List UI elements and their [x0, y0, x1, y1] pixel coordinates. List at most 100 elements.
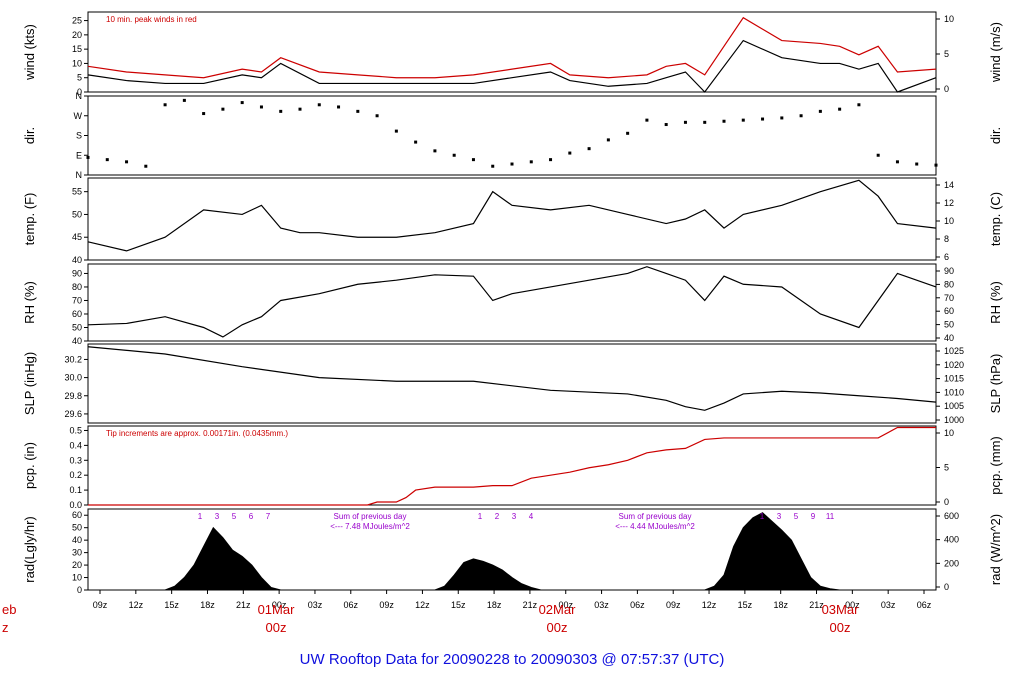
right-tick-label-rh: 90	[944, 266, 954, 276]
left-axis-label-wind: wind (kts)	[22, 24, 37, 81]
point-dir	[761, 117, 765, 121]
x-tick-label: 03z	[881, 600, 896, 610]
left-tick-label-slp: 29.8	[64, 391, 82, 401]
point-dir	[857, 103, 861, 107]
x-tick-label: 12z	[129, 600, 144, 610]
point-dir	[683, 120, 687, 124]
point-dir	[433, 149, 437, 153]
day-label-date: 01Mar	[258, 602, 296, 617]
line-pcp-0	[88, 426, 936, 506]
right-tick-label-temp: 14	[944, 180, 954, 190]
point-dir	[240, 101, 244, 105]
point-dir	[876, 153, 880, 157]
right-tick-label-rh: 60	[944, 306, 954, 316]
point-dir	[105, 158, 109, 162]
point-dir	[279, 109, 283, 113]
x-tick-label: 06z	[917, 600, 932, 610]
day-label-hour: 00z	[266, 620, 287, 635]
right-tick-label-slp: 1025	[944, 346, 964, 356]
left-tick-label-dir: E	[76, 150, 82, 160]
line-wind-1	[87, 39, 937, 93]
annotation-rad-line2: <--- 7.48 MJoules/m^2	[330, 522, 410, 531]
annotation-rad-line1: Sum of previous day	[619, 512, 692, 521]
left-tick-label-dir: W	[74, 111, 83, 121]
point-dir	[664, 123, 668, 127]
left-tick-label-pcp: 0.2	[69, 470, 82, 480]
right-tick-label-temp: 10	[944, 216, 954, 226]
point-dir	[722, 119, 726, 123]
point-dir	[895, 160, 899, 164]
point-dir	[182, 98, 186, 102]
hour-mark: 3	[512, 512, 517, 521]
right-axis-label-dir: dir.	[988, 127, 1003, 144]
panel-frame-temp	[87, 177, 937, 261]
x-tick-label: 18z	[773, 600, 788, 610]
x-tick-label: 12z	[702, 600, 717, 610]
day-label-date: 03Mar	[822, 602, 860, 617]
right-tick-label-wind: 10	[944, 14, 954, 24]
hour-mark: 5	[794, 512, 799, 521]
right-axis-label-rh: RH (%)	[988, 281, 1003, 324]
right-tick-label-rh: 80	[944, 279, 954, 289]
left-tick-label-slp: 30.0	[64, 373, 82, 383]
right-tick-label-rad: 0	[944, 582, 949, 592]
left-tick-label-wind: 15	[72, 44, 82, 54]
point-dir	[799, 114, 803, 118]
right-tick-label-slp: 1015	[944, 374, 964, 384]
x-tick-label: 03z	[594, 600, 609, 610]
x-tick-label: 12z	[415, 600, 430, 610]
day-label-hour: 00z	[830, 620, 851, 635]
panel-frame-pcp	[87, 425, 937, 506]
x-tick-label: 09z	[379, 600, 394, 610]
point-dir	[337, 105, 341, 109]
left-tick-label-rad: 60	[72, 510, 82, 520]
right-tick-label-rad: 400	[944, 535, 959, 545]
x-tick-label: 09z	[93, 600, 108, 610]
right-tick-label-rh: 50	[944, 320, 954, 330]
right-tick-label-temp: 12	[944, 198, 954, 208]
point-dir	[606, 138, 610, 142]
hour-mark: 11	[826, 512, 835, 521]
left-tick-label-rad: 10	[72, 573, 82, 583]
right-tick-label-slp: 1000	[944, 415, 964, 425]
line-temp-0	[87, 179, 937, 252]
point-dir	[414, 140, 418, 144]
left-tick-label-pcp: 0.4	[69, 440, 82, 450]
left-tick-label-rh: 80	[72, 282, 82, 292]
right-tick-label-pcp: 10	[944, 428, 954, 438]
annotation-wind: 10 min. peak winds in red	[106, 15, 197, 24]
x-tick-label: 06z	[630, 600, 645, 610]
right-axis-label-temp: temp. (C)	[988, 192, 1003, 246]
right-tick-label-slp: 1020	[944, 360, 964, 370]
hour-mark: 3	[777, 512, 782, 521]
panel-frame-wind	[87, 11, 937, 93]
left-tick-label-wind: 25	[72, 16, 82, 26]
point-dir	[587, 147, 591, 151]
x-tick-label: 18z	[487, 600, 502, 610]
left-axis-label-rad: rad(Lgly/hr)	[22, 516, 37, 582]
left-axis-label-pcp: pcp. (in)	[22, 442, 37, 489]
x-tick-label: 00z	[845, 600, 860, 610]
line-rh-0	[87, 266, 937, 338]
left-tick-label-wind: 20	[72, 30, 82, 40]
point-dir	[202, 112, 206, 116]
left-tick-label-temp: 50	[72, 209, 82, 219]
point-dir	[394, 129, 398, 133]
left-tick-label-dir: N	[76, 170, 83, 180]
hour-mark: 1	[478, 512, 483, 521]
left-tick-label-rad: 40	[72, 535, 82, 545]
annotation-rad-line2: <--- 4.44 MJoules/m^2	[615, 522, 695, 531]
left-tick-label-temp: 55	[72, 187, 82, 197]
left-tick-label-slp: 30.2	[64, 354, 82, 364]
hour-mark: 2	[495, 512, 500, 521]
left-tick-label-wind: 10	[72, 58, 82, 68]
hour-mark: 9	[811, 512, 816, 521]
point-dir	[626, 131, 630, 135]
hour-mark: 1	[760, 512, 765, 521]
left-tick-label-pcp: 0.0	[69, 500, 82, 510]
clipped-day-label-hour: z	[2, 620, 9, 635]
left-tick-label-rad: 20	[72, 560, 82, 570]
area-rad	[88, 512, 936, 591]
left-tick-label-rh: 90	[72, 268, 82, 278]
